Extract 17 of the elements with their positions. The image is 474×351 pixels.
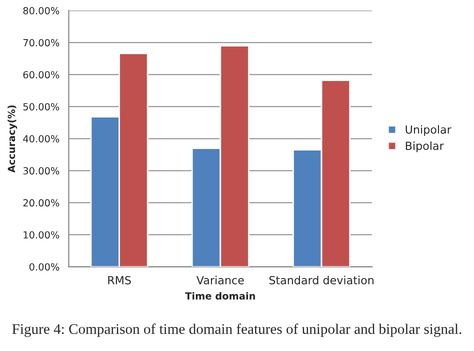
y-tick-label: 10.00% <box>24 231 60 239</box>
y-tick-label: 40.00% <box>23 135 60 142</box>
x-tick-label: RMS <box>108 276 131 284</box>
y-tick-label: 60.00% <box>23 71 60 78</box>
legend-label: Unipolar <box>406 125 452 136</box>
x-tick-label: Variance <box>196 276 244 284</box>
x-tick-label: Standard deviation <box>269 276 374 284</box>
y-axis-title: Accuracy(%) <box>8 105 18 173</box>
y-tick-label: 30.00% <box>23 167 60 175</box>
y-tick-label: 80.00% <box>23 7 60 14</box>
y-tick-label: 20.00% <box>23 199 60 207</box>
caption: Figure 4: Comparison of time domain features of unipolar and bipolar signal. <box>12 324 462 337</box>
y-tick-label: 0.00% <box>29 263 60 271</box>
legend-label: Bipolar <box>406 141 444 152</box>
x-axis-title: Time domain <box>185 292 255 300</box>
y-tick-label: 50.00% <box>23 103 60 110</box>
y-tick-label: 70.00% <box>23 39 60 46</box>
